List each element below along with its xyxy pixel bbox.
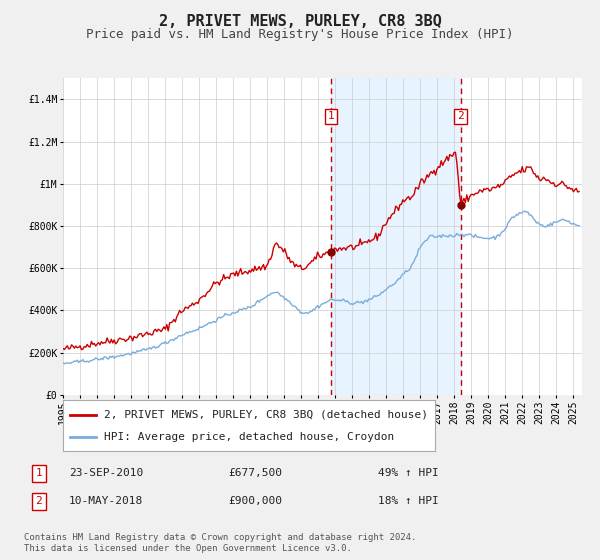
- Bar: [331, 78, 461, 395]
- Text: 2, PRIVET MEWS, PURLEY, CR8 3BQ (detached house): 2, PRIVET MEWS, PURLEY, CR8 3BQ (detache…: [104, 409, 428, 419]
- Text: 2: 2: [457, 111, 464, 122]
- Text: Contains HM Land Registry data © Crown copyright and database right 2024.
This d: Contains HM Land Registry data © Crown c…: [24, 533, 416, 553]
- Text: 10-MAY-2018: 10-MAY-2018: [69, 496, 143, 506]
- Text: 2: 2: [35, 496, 43, 506]
- Text: 23-SEP-2010: 23-SEP-2010: [69, 468, 143, 478]
- Text: Price paid vs. HM Land Registry's House Price Index (HPI): Price paid vs. HM Land Registry's House …: [86, 28, 514, 41]
- Text: £900,000: £900,000: [228, 496, 282, 506]
- Text: £677,500: £677,500: [228, 468, 282, 478]
- Text: 1: 1: [327, 111, 334, 122]
- Text: 1: 1: [35, 468, 43, 478]
- Text: HPI: Average price, detached house, Croydon: HPI: Average price, detached house, Croy…: [104, 432, 394, 442]
- Text: 18% ↑ HPI: 18% ↑ HPI: [378, 496, 439, 506]
- Text: 2, PRIVET MEWS, PURLEY, CR8 3BQ: 2, PRIVET MEWS, PURLEY, CR8 3BQ: [158, 14, 442, 29]
- Text: 49% ↑ HPI: 49% ↑ HPI: [378, 468, 439, 478]
